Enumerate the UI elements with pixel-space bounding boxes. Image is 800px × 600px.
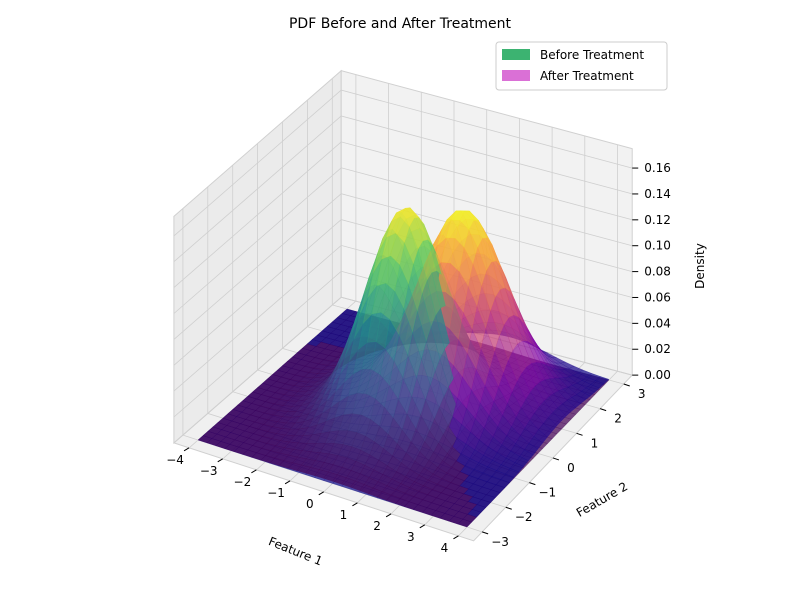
x-tick-label: −3 <box>200 464 218 478</box>
y-tick-label: 3 <box>638 387 646 401</box>
z-tick-label: 0.16 <box>644 161 671 175</box>
grid-line-z <box>173 141 633 288</box>
x-tick-label: 0 <box>306 497 314 511</box>
y-tick-mark <box>599 408 607 412</box>
z-tick-label: 0.10 <box>644 239 671 253</box>
y-tick-label: −1 <box>538 486 556 500</box>
x-tick-mark <box>284 480 291 485</box>
grid-line-z <box>173 89 633 237</box>
z-tick-label: 0.04 <box>644 316 671 330</box>
z-tick-label: 0.14 <box>644 187 671 201</box>
grid-line-z <box>173 270 633 418</box>
y-tick-label: 0 <box>567 461 575 475</box>
x-tick-mark <box>419 524 426 529</box>
chart-title: PDF Before and After Treatment <box>289 16 512 32</box>
legend-frame <box>495 41 668 91</box>
x-tick-mark <box>385 513 392 518</box>
tick-marks <box>183 167 639 540</box>
y-tick-label: 2 <box>614 412 622 426</box>
x-tick-label: −1 <box>267 486 285 500</box>
x-tick-label: 4 <box>441 541 449 555</box>
legend-label-after: After Treatment <box>540 69 634 83</box>
x-tick-label: 1 <box>340 508 348 522</box>
z-tick-label: 0.02 <box>644 342 671 356</box>
y-tick-mark <box>552 457 560 461</box>
grid-line-z <box>173 193 633 340</box>
grid-line-z <box>173 167 633 314</box>
surface-face-series-0 <box>457 518 473 528</box>
tick-labels: −4 −3 −2 −1 0 1 2 3 4 −3 −2 −1 0 1 2 3 0.00 0.02 0.04 0.06 0… <box>166 161 671 555</box>
x-axis-label: Feature 1 <box>267 534 325 568</box>
z-tick-label: 0.12 <box>644 213 671 227</box>
grid-line-z <box>173 219 633 366</box>
x-tick-mark <box>251 469 257 474</box>
y-tick-mark <box>623 383 630 387</box>
x-tick-mark <box>318 491 325 496</box>
legend-swatch-before <box>502 49 530 60</box>
grid-line-z <box>173 244 633 392</box>
x-tick-label: −4 <box>166 453 184 467</box>
y-tick-label: 1 <box>591 436 599 450</box>
surface-face-series-0 <box>385 255 400 292</box>
x-tick-label: −2 <box>234 475 252 489</box>
x-tick-mark <box>453 535 459 540</box>
x-tick-mark <box>183 447 190 452</box>
z-tick-label: 0.06 <box>644 291 671 305</box>
legend-label-before: Before Treatment <box>540 48 644 62</box>
x-tick-mark <box>217 458 223 463</box>
legend-swatch-after <box>502 70 530 81</box>
z-tick-label: 0.08 <box>644 265 671 279</box>
grid-line-z <box>173 115 633 263</box>
legend: Before Treatment After Treatment <box>495 41 668 91</box>
x-tick-mark <box>352 502 358 507</box>
y-tick-label: −2 <box>515 510 533 524</box>
z-axis-label: Density <box>693 243 707 289</box>
surface-face-series-1 <box>450 237 465 272</box>
y-tick-mark <box>481 531 489 535</box>
surfaces <box>197 207 610 528</box>
y-tick-mark <box>529 482 536 486</box>
y-tick-label: −3 <box>491 535 509 549</box>
y-tick-mark <box>505 506 512 510</box>
y-tick-mark <box>576 432 583 436</box>
x-tick-label: 2 <box>373 519 381 533</box>
y-axis-label: Feature 2 <box>574 479 630 520</box>
z-tick-label: 0.00 <box>644 368 671 382</box>
surface-face-series-1 <box>454 270 469 313</box>
x-tick-label: 3 <box>407 530 415 544</box>
